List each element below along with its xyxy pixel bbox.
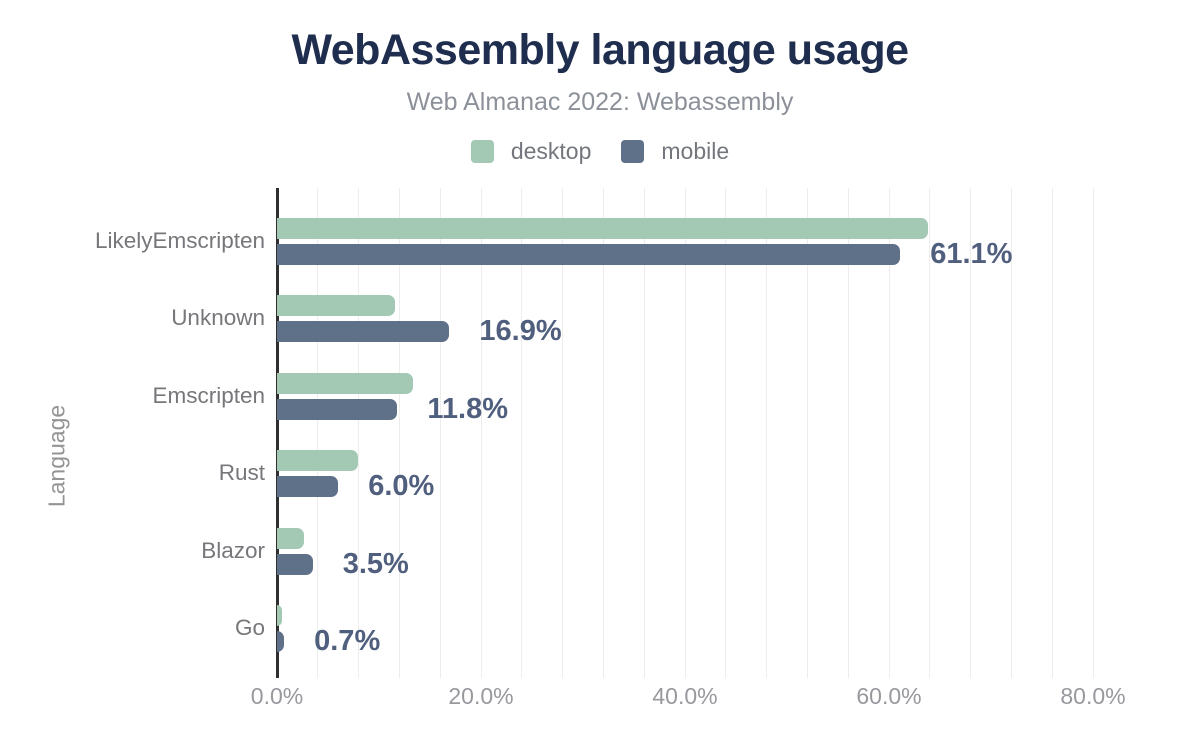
value-label-rust: 6.0%: [368, 470, 435, 502]
gridline: [1010, 188, 1012, 678]
y-axis-line: [276, 188, 279, 678]
chart-title: WebAssembly language usage: [291, 26, 909, 74]
y-axis-title: Language: [43, 404, 70, 508]
value-label-blazor: 3.5%: [342, 548, 409, 580]
gridline: [480, 188, 482, 678]
legend-label-mobile: mobile: [661, 138, 730, 164]
category-label-emscripten: Emscripten: [152, 383, 265, 408]
bar-mobile-emscripten[interactable]: [277, 399, 398, 420]
gridline: [398, 188, 400, 678]
value-label-likelyemscripten: 61.1%: [930, 238, 1013, 270]
bar-mobile-unknown[interactable]: [277, 321, 450, 342]
gridline: [766, 188, 768, 678]
category-label-blazor: Blazor: [201, 538, 265, 563]
bar-desktop-emscripten[interactable]: [277, 373, 413, 394]
value-label-unknown: 16.9%: [479, 315, 562, 347]
gridline: [521, 188, 523, 678]
bar-desktop-go[interactable]: [277, 605, 283, 626]
gridline: [725, 188, 727, 678]
x-tick-label: 20.0%: [448, 683, 514, 709]
chart-subtitle: Web Almanac 2022: Webassembly: [406, 88, 794, 116]
bar-mobile-likelyemscripten[interactable]: [277, 244, 901, 265]
gridline: [888, 188, 890, 678]
legend-item-mobile[interactable]: mobile: [621, 138, 729, 165]
bar-desktop-rust[interactable]: [277, 450, 358, 471]
category-label-rust: Rust: [218, 460, 265, 485]
gridline: [439, 188, 441, 678]
legend-label-desktop: desktop: [510, 138, 592, 164]
gridline: [602, 188, 604, 678]
x-tick-label: 40.0%: [652, 683, 718, 709]
gridline: [643, 188, 645, 678]
gridline: [1092, 188, 1094, 678]
bar-mobile-blazor[interactable]: [277, 554, 313, 575]
bar-desktop-unknown[interactable]: [277, 295, 396, 316]
value-label-emscripten: 11.8%: [427, 393, 508, 425]
category-label-unknown: Unknown: [171, 305, 265, 330]
x-tick-label: 0.0%: [250, 683, 304, 709]
bar-desktop-likelyemscripten[interactable]: [277, 218, 928, 239]
x-tick-label: 80.0%: [1060, 683, 1126, 709]
category-label-go: Go: [234, 615, 265, 640]
legend: desktop mobile: [0, 138, 1200, 165]
gridline: [684, 188, 686, 678]
bar-desktop-blazor[interactable]: [277, 528, 304, 549]
mobile-swatch-icon: [621, 140, 645, 163]
gridline: [970, 188, 972, 678]
gridline: [358, 188, 360, 678]
legend-item-desktop[interactable]: desktop: [470, 138, 592, 165]
category-label-likelyemscripten: LikelyEmscripten: [94, 228, 265, 253]
bar-mobile-rust[interactable]: [277, 476, 339, 497]
value-label-go: 0.7%: [314, 625, 381, 657]
gridline: [929, 188, 931, 678]
desktop-swatch-icon: [470, 140, 494, 163]
gridline: [562, 188, 564, 678]
x-tick-label: 60.0%: [856, 683, 922, 709]
gridline: [847, 188, 849, 678]
gridline: [317, 188, 319, 678]
bar-mobile-go[interactable]: [277, 631, 285, 652]
gridline: [806, 188, 808, 678]
gridline: [1051, 188, 1053, 678]
